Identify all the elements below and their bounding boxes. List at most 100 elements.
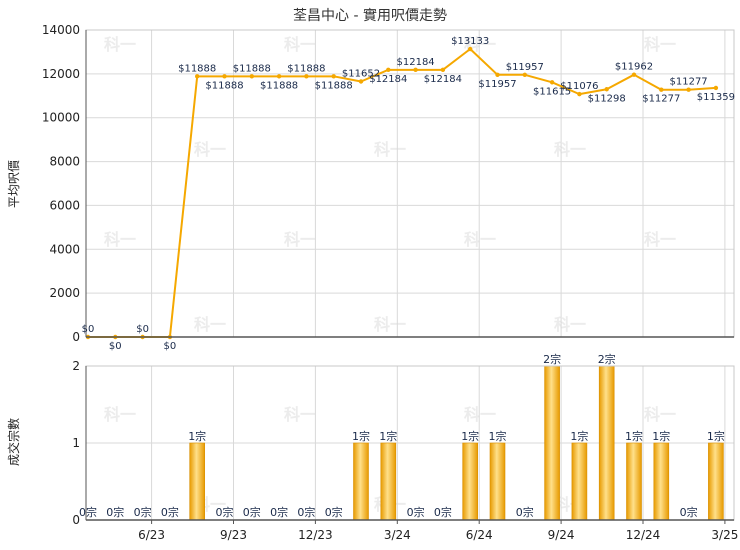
price-data-label: $11615 xyxy=(533,86,571,97)
price-y-tick-label: 14000 xyxy=(42,23,80,37)
x-tick-label: 3/24 xyxy=(384,528,411,542)
price-point xyxy=(358,79,364,84)
price-y-tick-label: 2000 xyxy=(49,286,80,300)
watermark-text: 科一 xyxy=(644,230,676,249)
count-y-tick-label: 1 xyxy=(72,436,80,450)
chart-title: 荃昌中心 - 實用呎價走勢 xyxy=(293,7,447,24)
price-data-label: $11962 xyxy=(615,62,653,73)
count-data-label: 0宗 xyxy=(407,505,425,519)
price-data-label: $11076 xyxy=(560,81,598,92)
x-tick-label: 6/24 xyxy=(466,528,493,542)
price-point xyxy=(413,67,418,73)
count-data-label: 0宗 xyxy=(161,505,179,519)
count-bar xyxy=(626,442,642,521)
price-point xyxy=(522,72,527,78)
count-data-label: 1宗 xyxy=(625,429,643,443)
count-data-label: 0宗 xyxy=(79,505,97,519)
watermark-text: 科一 xyxy=(284,35,316,54)
count-bar xyxy=(462,442,479,521)
count-bar xyxy=(380,442,397,521)
count-bar xyxy=(489,442,506,521)
count-data-label: 1宗 xyxy=(352,429,370,443)
price-point xyxy=(686,87,691,92)
count-data-label: 0宗 xyxy=(216,505,234,519)
watermark-text: 科一 xyxy=(374,315,406,334)
price-point xyxy=(331,74,336,79)
price-data-label: $11277 xyxy=(670,77,708,88)
count-bar xyxy=(598,365,615,521)
count-data-label: 1宗 xyxy=(570,429,588,443)
watermark-text: 科一 xyxy=(104,35,136,54)
count-data-label: 1宗 xyxy=(379,429,397,443)
count-bar xyxy=(571,442,588,521)
watermark-text: 科一 xyxy=(554,315,586,334)
bars-layer xyxy=(189,365,724,521)
watermark-text: 科一 xyxy=(284,405,316,424)
count-data-label: 0宗 xyxy=(680,505,698,519)
count-data-label: 2宗 xyxy=(598,352,616,366)
frame-layer xyxy=(85,29,735,524)
price-data-label: $12184 xyxy=(424,74,462,85)
x-tick-label: 3/25 xyxy=(711,528,738,542)
price-data-label: $11957 xyxy=(506,62,544,73)
price-data-label: $0 xyxy=(164,341,177,352)
watermark-text: 科一 xyxy=(104,405,136,424)
x-tick-label: 12/24 xyxy=(626,528,661,542)
price-data-label: $11888 xyxy=(260,80,298,91)
watermark-text: 科一 xyxy=(464,230,496,249)
watermark-text: 科一 xyxy=(464,405,496,424)
price-point xyxy=(304,74,309,79)
price-data-label: $11888 xyxy=(315,80,353,91)
price-data-label: $0 xyxy=(82,324,95,335)
watermark-text: 科一 xyxy=(104,230,136,249)
count-data-label: 0宗 xyxy=(434,505,452,519)
count-data-label: 0宗 xyxy=(106,505,124,519)
price-data-label: $11888 xyxy=(233,63,271,74)
count-data-label: 0宗 xyxy=(297,505,315,519)
price-point xyxy=(631,72,637,77)
price-data-label: $11359 xyxy=(697,92,735,103)
watermark-text: 科一 xyxy=(374,140,406,159)
price-y-axis-title: 平均呎價 xyxy=(7,160,21,208)
count-data-label: 2宗 xyxy=(543,352,561,366)
count-data-label: 1宗 xyxy=(489,429,507,443)
price-y-tick-label: 0 xyxy=(72,330,80,344)
price-point xyxy=(222,74,227,79)
x-tick-label: 6/23 xyxy=(138,528,165,542)
price-data-label: $0 xyxy=(136,324,149,335)
count-data-label: 1宗 xyxy=(188,429,206,443)
count-data-label: 1宗 xyxy=(707,429,725,443)
price-line xyxy=(88,48,716,338)
price-y-tick-label: 10000 xyxy=(42,111,80,125)
price-point xyxy=(577,91,582,97)
price-point xyxy=(495,72,500,78)
price-data-label: $11298 xyxy=(588,93,626,104)
watermark-text: 科一 xyxy=(284,230,316,249)
price-data-label: $12184 xyxy=(369,74,407,85)
price-y-tick-label: 6000 xyxy=(49,198,80,212)
price-y-tick-label: 12000 xyxy=(42,67,80,81)
watermark-text: 科一 xyxy=(644,35,676,54)
x-tick-label: 9/23 xyxy=(220,528,247,542)
x-tick-label: 9/24 xyxy=(548,528,575,542)
count-data-label: 0宗 xyxy=(516,505,534,519)
price-point xyxy=(249,74,254,79)
count-data-label: 1宗 xyxy=(652,429,670,443)
price-data-label: $11888 xyxy=(287,63,325,74)
watermark-text: 科一 xyxy=(644,405,676,424)
watermark-text: 科一 xyxy=(554,140,586,159)
watermark-text: 科一 xyxy=(194,315,226,334)
watermark-text: 科一 xyxy=(194,140,226,159)
count-data-label: 0宗 xyxy=(325,505,343,519)
labels-layer: 0 2000 4000 6000 8000 10000 12000 14000 0 1 2 6/23 9… xyxy=(42,23,739,542)
price-point xyxy=(468,46,473,52)
count-y-axis-title: 成交宗數 xyxy=(6,418,21,466)
count-data-label: 0宗 xyxy=(134,505,152,519)
price-point xyxy=(549,80,555,85)
x-tick-label: 12/23 xyxy=(298,528,333,542)
price-y-tick-label: 4000 xyxy=(49,242,80,256)
price-y-tick-label: 8000 xyxy=(49,155,80,169)
price-point xyxy=(386,67,391,73)
